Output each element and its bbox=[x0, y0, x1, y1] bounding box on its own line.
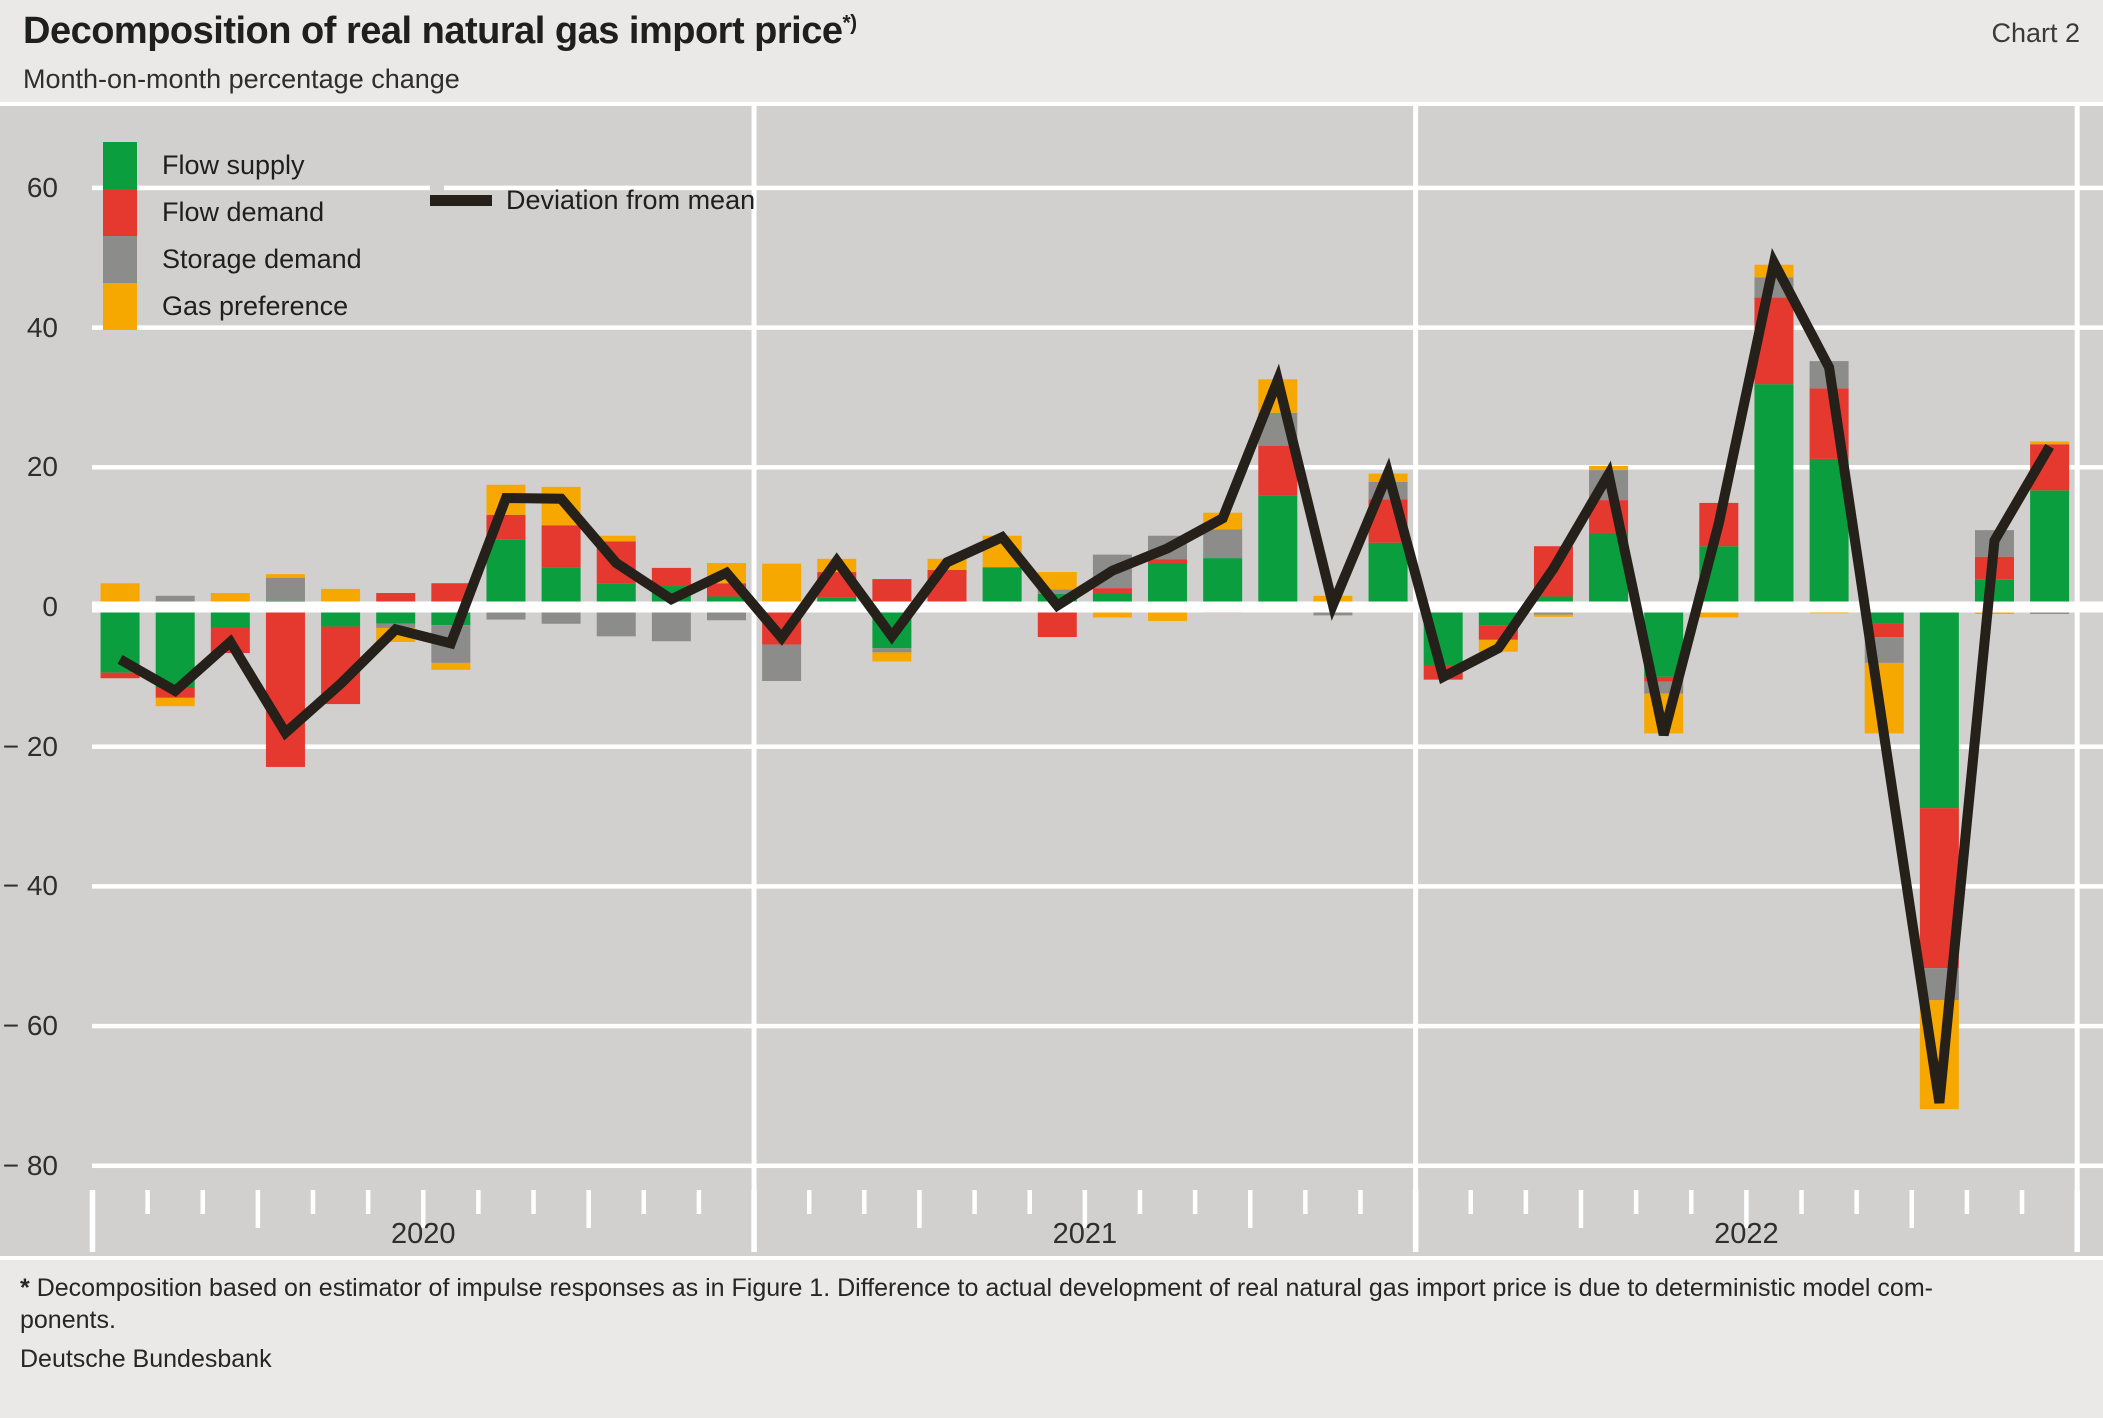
chart-subtitle: Month-on-month percentage change bbox=[23, 64, 460, 94]
y-axis-label: − 40 bbox=[2, 870, 58, 902]
legend-item-flow-demand: Flow demand bbox=[103, 189, 324, 236]
gas-preference-swatch-icon bbox=[103, 283, 137, 330]
legend-label: Gas preference bbox=[162, 291, 349, 321]
x-axis-year-label: 2021 bbox=[1052, 1218, 1118, 1250]
title-footnote-marker: *) bbox=[842, 11, 858, 35]
legend-item-flow-supply: Flow supply bbox=[103, 142, 305, 189]
legend-item-storage-demand: Storage demand bbox=[103, 236, 362, 283]
y-axis-label: 20 bbox=[26, 451, 58, 483]
deviation-line-swatch-icon bbox=[430, 195, 492, 206]
legend-label: Flow supply bbox=[162, 150, 305, 180]
y-axis-label: − 20 bbox=[2, 730, 58, 762]
legend-item-gas-preference: Gas preference bbox=[103, 283, 348, 330]
flow-demand-swatch-icon bbox=[103, 189, 137, 236]
storage-demand-swatch-icon bbox=[103, 236, 137, 283]
x-axis-year-label: 2022 bbox=[1714, 1218, 1779, 1250]
y-axis-label: − 60 bbox=[2, 1010, 58, 1042]
y-axis-label: − 80 bbox=[2, 1149, 58, 1181]
footnote-line2: ponents. bbox=[20, 1306, 116, 1334]
source-label: Deutsche Bundesbank bbox=[20, 1345, 272, 1373]
y-axis-label: 40 bbox=[26, 311, 58, 343]
page-title: Decomposition of real natural gas import… bbox=[23, 10, 857, 53]
legend-label: Deviation from mean bbox=[506, 185, 756, 215]
footnote-text1: Decomposition based on estimator of impu… bbox=[36, 1274, 1933, 1302]
y-axis-label: 60 bbox=[26, 171, 58, 203]
chart-number-label: Chart 2 bbox=[1991, 18, 2080, 48]
footnote-marker: * bbox=[20, 1274, 30, 1302]
flow-supply-swatch-icon bbox=[103, 142, 137, 189]
legend-label: Storage demand bbox=[162, 244, 362, 274]
title-text: Decomposition of real natural gas import… bbox=[23, 10, 843, 52]
footnote: * Decomposition based on estimator of im… bbox=[20, 1272, 2083, 1336]
legend-label: Flow demand bbox=[162, 197, 325, 227]
legend-item-deviation-line: Deviation from mean bbox=[430, 178, 755, 222]
footnote-line1: * Decomposition based on estimator of im… bbox=[20, 1272, 2083, 1304]
x-axis-year-label: 2020 bbox=[391, 1218, 456, 1250]
y-axis-label: 0 bbox=[42, 591, 58, 622]
